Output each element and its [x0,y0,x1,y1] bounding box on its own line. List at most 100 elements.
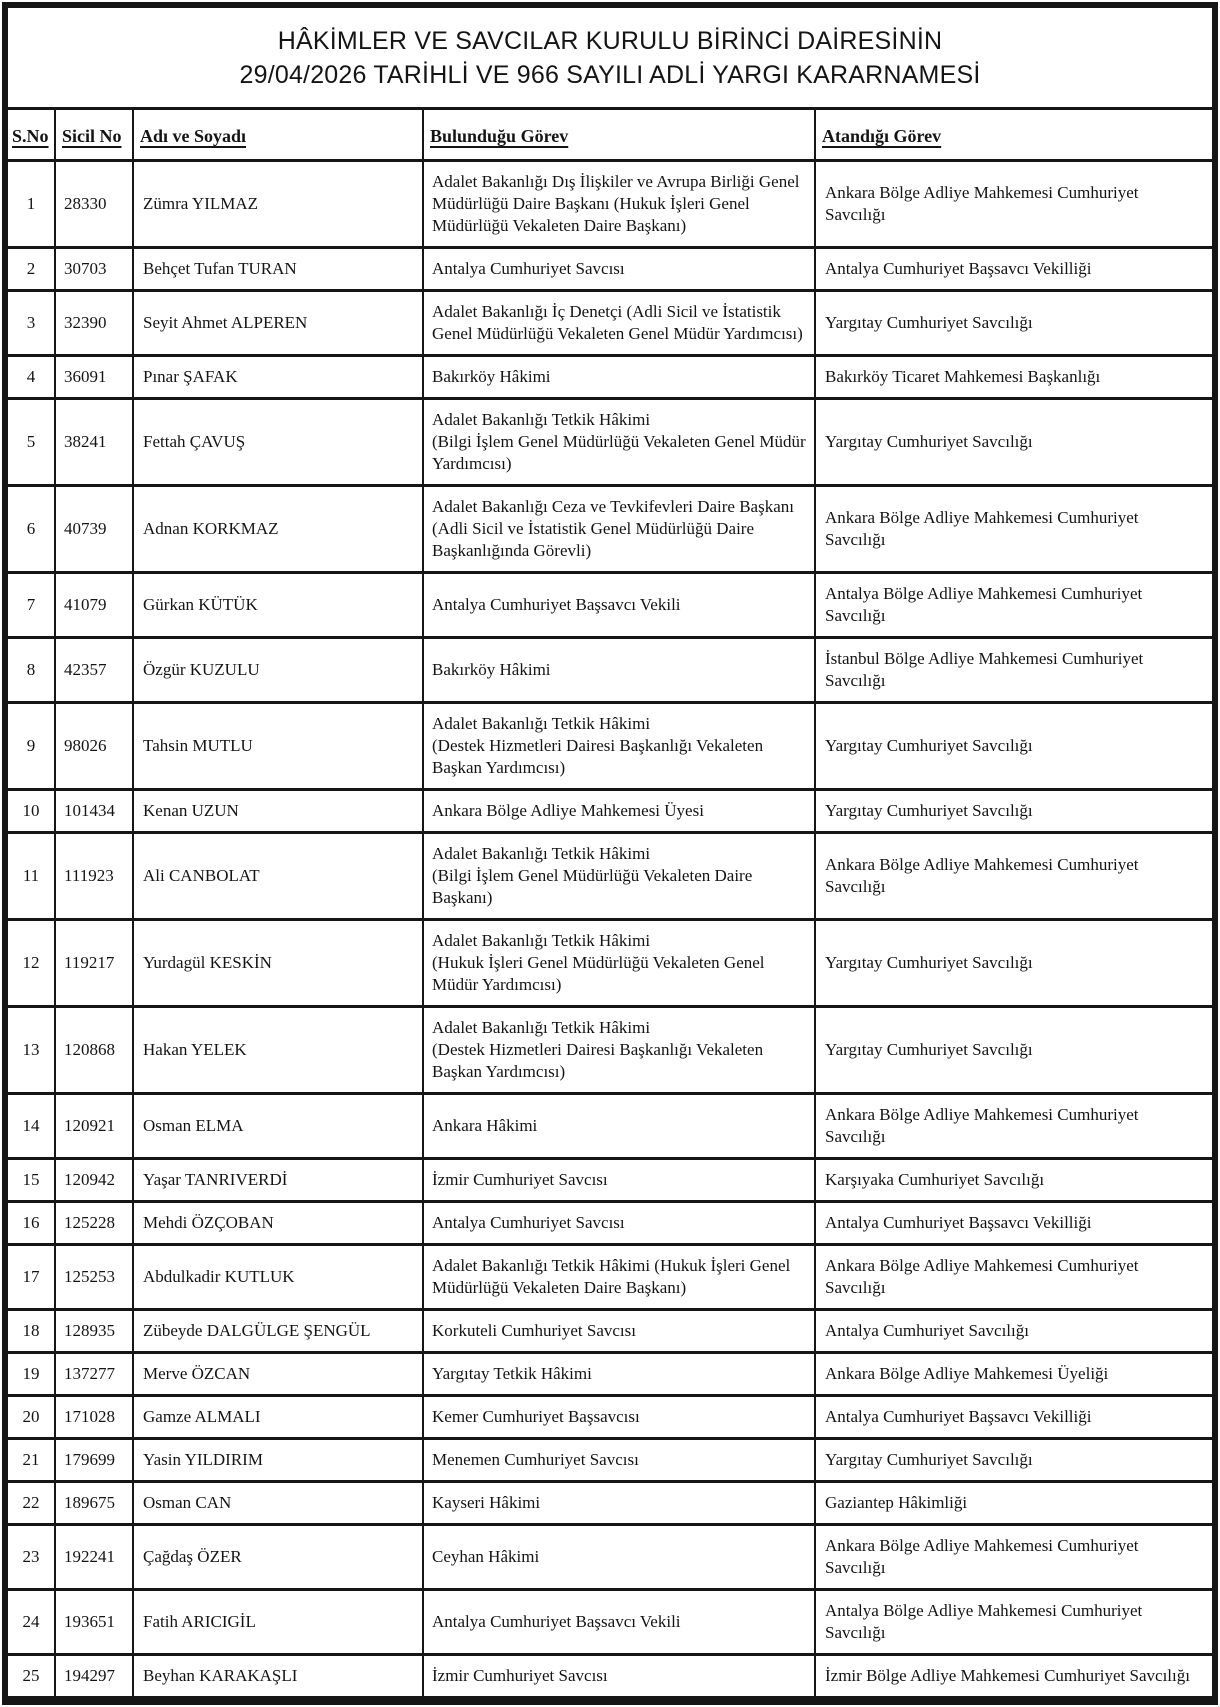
row-name-cell: Fatih ARICIGİL [132,1589,424,1656]
row-registry-no-cell: 137277 [54,1352,134,1397]
row-name-cell: Hakan YELEK [132,1006,424,1095]
row-current-post-cell: Yargıtay Tetkik Hâkimi [422,1352,816,1397]
table-row: 20 171028 Gamze ALMALI Kemer Cumhuriyet … [8,1395,1212,1440]
row-registry-no-cell: 36091 [54,355,134,400]
table-row: 10 101434 Kenan UZUN Ankara Bölge Adliye… [8,789,1212,834]
row-assigned-post-cell: Karşıyaka Cumhuriyet Savcılığı [814,1158,1212,1203]
row-assigned-post-cell: Yargıtay Cumhuriyet Savcılığı [814,398,1212,487]
document-title: HÂKİMLER VE SAVCILAR KURULU BİRİNCİ DAİR… [8,8,1212,107]
row-name-cell: Adnan KORKMAZ [132,485,424,574]
row-assigned-post-cell: Yargıtay Cumhuriyet Savcılığı [814,919,1212,1008]
row-current-post-cell: Kayseri Hâkimi [422,1481,816,1526]
row-current-post-cell: Adalet Bakanlığı Ceza ve Tevkifevleri Da… [422,485,816,574]
row-serial-no-cell: 11 [8,832,56,921]
row-current-post-cell: Adalet Bakanlığı Dış İlişkiler ve Avrupa… [422,160,816,249]
row-current-post-cell: Antalya Cumhuriyet Başsavcı Vekili [422,1589,816,1656]
row-name-cell: Gürkan KÜTÜK [132,572,424,639]
row-name-cell: Beyhan KARAKAŞLI [132,1654,424,1699]
row-current-post-cell: Adalet Bakanlığı Tetkik Hâkimi (Bilgi İş… [422,398,816,487]
row-assigned-post-cell: Ankara Bölge Adliye Mahkemesi Cumhuriyet… [814,485,1212,574]
row-name-cell: Zübeyde DALGÜLGE ŞENGÜL [132,1309,424,1354]
row-name-cell: Gamze ALMALI [132,1395,424,1440]
row-current-post-cell: Ankara Hâkimi [422,1093,816,1160]
row-registry-no-cell: 194297 [54,1654,134,1699]
row-name-cell: Tahsin MUTLU [132,702,424,791]
row-current-post-cell: Kemer Cumhuriyet Başsavcısı [422,1395,816,1440]
row-name-cell: Kenan UZUN [132,789,424,834]
document-title-line-1: HÂKİMLER VE SAVCILAR KURULU BİRİNCİ DAİR… [277,27,943,55]
row-name-cell: Osman ELMA [132,1093,424,1160]
row-assigned-post-cell: Yargıtay Cumhuriyet Savcılığı [814,290,1212,357]
row-assigned-post-cell: Gaziantep Hâkimliği [814,1481,1212,1526]
row-current-post-cell: Ceyhan Hâkimi [422,1524,816,1591]
row-name-cell: Çağdaş ÖZER [132,1524,424,1591]
row-registry-no-cell: 40739 [54,485,134,574]
table-row: 6 40739 Adnan KORKMAZ Adalet Bakanlığı C… [8,485,1212,574]
row-assigned-post-cell: Yargıtay Cumhuriyet Savcılığı [814,789,1212,834]
row-serial-no-cell: 18 [8,1309,56,1354]
row-serial-no-cell: 7 [8,572,56,639]
row-name-cell: Abdulkadir KUTLUK [132,1244,424,1311]
row-registry-no-cell: 30703 [54,247,134,292]
row-registry-no-cell: 125228 [54,1201,134,1246]
row-serial-no-cell: 8 [8,637,56,704]
table-row: 16 125228 Mehdi ÖZÇOBAN Antalya Cumhuriy… [8,1201,1212,1246]
table-row: 24 193651 Fatih ARICIGİL Antalya Cumhuri… [8,1589,1212,1656]
table-row: 1 28330 Zümra YILMAZ Adalet Bakanlığı Dı… [8,160,1212,249]
row-name-cell: Ali CANBOLAT [132,832,424,921]
row-current-post-cell: Ankara Bölge Adliye Mahkemesi Üyesi [422,789,816,834]
row-registry-no-cell: 41079 [54,572,134,639]
row-current-post-cell: İzmir Cumhuriyet Savcısı [422,1654,816,1699]
table-row: 25 194297 Beyhan KARAKAŞLI İzmir Cumhuri… [8,1654,1212,1699]
row-assigned-post-cell: İzmir Bölge Adliye Mahkemesi Cumhuriyet … [814,1654,1212,1699]
row-registry-no-cell: 171028 [54,1395,134,1440]
row-serial-no-cell: 25 [8,1654,56,1699]
row-serial-no-cell: 1 [8,160,56,249]
row-current-post-cell: Adalet Bakanlığı Tetkik Hâkimi (Destek H… [422,702,816,791]
row-name-cell: Mehdi ÖZÇOBAN [132,1201,424,1246]
row-registry-no-cell: 28330 [54,160,134,249]
row-assigned-post-cell: Ankara Bölge Adliye Mahkemesi Cumhuriyet… [814,832,1212,921]
column-header-registry-no: Sicil No [54,108,134,162]
row-registry-no-cell: 32390 [54,290,134,357]
row-name-cell: Seyit Ahmet ALPEREN [132,290,424,357]
row-assigned-post-cell: Ankara Bölge Adliye Mahkemesi Cumhuriyet… [814,160,1212,249]
row-serial-no-cell: 4 [8,355,56,400]
row-serial-no-cell: 6 [8,485,56,574]
row-assigned-post-cell: Antalya Cumhuriyet Başsavcı Vekilliği [814,247,1212,292]
row-registry-no-cell: 42357 [54,637,134,704]
row-name-cell: Yurdagül KESKİN [132,919,424,1008]
row-serial-no-cell: 5 [8,398,56,487]
row-current-post-cell: Adalet Bakanlığı Tetkik Hâkimi (Bilgi İş… [422,832,816,921]
row-assigned-post-cell: Ankara Bölge Adliye Mahkemesi Cumhuriyet… [814,1093,1212,1160]
row-registry-no-cell: 38241 [54,398,134,487]
table-row: 17 125253 Abdulkadir KUTLUK Adalet Bakan… [8,1244,1212,1311]
column-header-name-surname: Adı ve Soyadı [132,108,424,162]
row-name-cell: Özgür KUZULU [132,637,424,704]
row-serial-no-cell: 15 [8,1158,56,1203]
row-assigned-post-cell: Ankara Bölge Adliye Mahkemesi Cumhuriyet… [814,1244,1212,1311]
table-row: 23 192241 Çağdaş ÖZER Ceyhan Hâkimi Anka… [8,1524,1212,1591]
row-serial-no-cell: 16 [8,1201,56,1246]
row-serial-no-cell: 22 [8,1481,56,1526]
row-serial-no-cell: 10 [8,789,56,834]
row-registry-no-cell: 101434 [54,789,134,834]
row-assigned-post-cell: Ankara Bölge Adliye Mahkemesi Cumhuriyet… [814,1524,1212,1591]
row-current-post-cell: Korkuteli Cumhuriyet Savcısı [422,1309,816,1354]
row-name-cell: Behçet Tufan TURAN [132,247,424,292]
decree-table-header: S.No Sicil No Adı ve Soyadı Bulunduğu Gö… [8,108,1212,162]
row-current-post-cell: Antalya Cumhuriyet Başsavcı Vekili [422,572,816,639]
row-assigned-post-cell: Yargıtay Cumhuriyet Savcılığı [814,1006,1212,1095]
table-row: 19 137277 Merve ÖZCAN Yargıtay Tetkik Hâ… [8,1352,1212,1397]
row-registry-no-cell: 120868 [54,1006,134,1095]
table-row: 3 32390 Seyit Ahmet ALPEREN Adalet Bakan… [8,290,1212,357]
table-row: 9 98026 Tahsin MUTLU Adalet Bakanlığı Te… [8,702,1212,791]
row-registry-no-cell: 111923 [54,832,134,921]
row-name-cell: Pınar ŞAFAK [132,355,424,400]
row-current-post-cell: Bakırköy Hâkimi [422,355,816,400]
document-title-line-2: 29/04/2026 TARİHLİ VE 966 SAYILI ADLİ YA… [239,61,981,89]
row-serial-no-cell: 14 [8,1093,56,1160]
decree-table: S.No Sicil No Adı ve Soyadı Bulunduğu Gö… [8,107,1212,1699]
row-name-cell: Osman CAN [132,1481,424,1526]
